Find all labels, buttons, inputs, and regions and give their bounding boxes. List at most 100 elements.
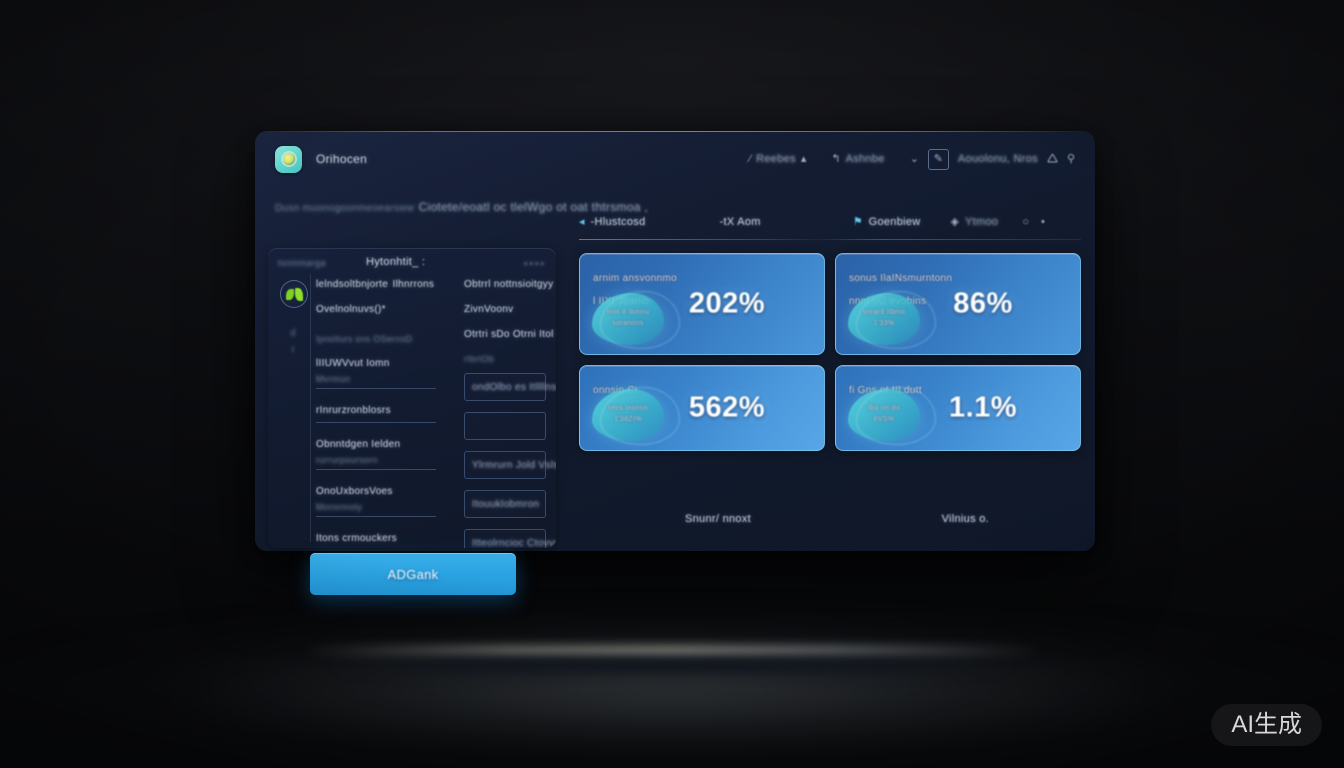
field-label: rIbrtOb	[464, 354, 495, 364]
input-field[interactable]	[464, 412, 546, 440]
tab-tx-aom[interactable]: -tX Aom	[720, 216, 761, 228]
tab-goenbiew[interactable]: ⚑ Goenbiew	[853, 216, 921, 228]
dashboard-panel: ◂ -Hlustcosd -tX Aom ⚑ Goenbiew ◈ Ytmoo …	[573, 187, 1095, 551]
field-row[interactable]: Itons crmouckers	[316, 528, 436, 548]
app-logo-icon	[275, 145, 302, 173]
panel-rail: ıl ı	[274, 274, 311, 542]
dot-icon: ◂	[579, 215, 585, 228]
bell-icon[interactable]: 🛆	[1046, 152, 1058, 165]
tab-label: Goenbiew	[868, 216, 921, 228]
field-row[interactable]: Obnntdgen Ielden rurrurpoursorn	[316, 434, 436, 470]
card-title-line1: arnim ansvonnmo	[593, 273, 677, 284]
field-label: ZivnVoonv	[464, 304, 514, 315]
diamond-icon: ◈	[950, 215, 960, 228]
tab-label: -Hlustcosd	[590, 216, 646, 228]
titlebar-nav-ashnbe[interactable]: ↰ Ashnbe	[831, 153, 884, 165]
field-label: Ilhnrrons	[392, 279, 435, 290]
tab-hlustcosd[interactable]: ◂ -Hlustcosd	[579, 216, 646, 228]
account-label[interactable]: Aouolonu, Nros	[957, 153, 1038, 165]
chevron-down-icon[interactable]: ⌄	[909, 152, 919, 165]
field-label: rInrurzronblosrs	[316, 405, 391, 416]
field-value: Mvrmun	[316, 374, 351, 384]
ai-watermark: AI生成	[1211, 704, 1322, 746]
metric-card-2[interactable]: sonus IlaINsmurntonn nnnt uG evobins snr…	[835, 253, 1081, 355]
metric-card-3[interactable]: onnsin Ci Imrs Insnsn 1'38ZI% 562%	[579, 365, 825, 451]
input-value: ondOlbo es Itllllns	[472, 381, 556, 393]
field-label: lIIUWVvut Iomn	[316, 358, 390, 369]
panel-columns: lelndsoltbnjorte Ilhnrrons Ovelnolnuvs()…	[316, 274, 556, 548]
app-title: Orihocen	[316, 152, 368, 166]
tab-ytmoo[interactable]: ◈ Ytmoo	[951, 216, 999, 228]
badge-line2: 1'33%	[873, 320, 895, 327]
field-label: Itons crmouckers	[316, 533, 397, 544]
metric-card-grid: arnim ansvonnmo l IIXt Jbanib Inot It Ik…	[579, 253, 1081, 451]
field-label: Obtrrl nottnsioitgyy	[464, 279, 554, 290]
titlebar-nav-label: Reebes	[756, 153, 796, 165]
tab-label: -tX Aom	[719, 216, 761, 228]
footer-labels: Snunr/ nnoxt Vilnius o.	[573, 513, 1081, 531]
field-value: Monsnnoly	[316, 502, 363, 512]
panel-left-label: tsnmmarga	[278, 258, 326, 268]
slash-icon: ⁄	[749, 152, 752, 165]
user-avatar-icon[interactable]	[280, 280, 308, 308]
input-field[interactable]: Itteolrncioc Ctovvon	[464, 529, 556, 548]
footer-label-right: Vilnius o.	[941, 513, 989, 525]
pin-icon[interactable]: ⚲	[1066, 152, 1075, 165]
panel-overflow-menu[interactable]: ••••	[523, 259, 546, 270]
field-row[interactable]: lIIUWVvut Iomn Mvrmun	[316, 353, 436, 389]
titlebar: Orihocen ⁄ Reebes ▴ ↰ Ashnbe ⌄ ✎ Aouolon…	[255, 131, 1095, 187]
dot-small-icon[interactable]: •	[1040, 215, 1045, 228]
footer-text-block: tZMbrIrU ] vlsllIA ltrsU rdm1OAls 11oono…	[685, 545, 900, 551]
input-value: Itouuklobmron	[472, 498, 540, 510]
card-value: 202%	[688, 287, 766, 320]
field-label: Otrtri sDo Otrni Itol Idnoow	[464, 329, 556, 340]
input-value: Itteolrncioc Ctovvon	[472, 537, 556, 549]
field-label: Ipnollurs sns OSernsD	[316, 334, 413, 344]
input-field[interactable]: Ylrmrurn Jold Vslsuni	[464, 451, 556, 479]
details-panel: tsnmmarga Hytonhtit_ : •••• ıl ı lelndso…	[268, 248, 556, 548]
rail-glyph-2[interactable]: ı	[291, 344, 295, 355]
metric-card-4[interactable]: fi Gns nt tILdutt Ibo nn do 6VS% 1.1%	[835, 365, 1081, 451]
input-field[interactable]: ondOlbo es Itllllns	[464, 373, 556, 401]
header-subtitle: Dusn muonogoonmeoearsww	[275, 203, 415, 214]
card-value: 1.1%	[948, 391, 1018, 424]
metric-card-1[interactable]: arnim ansvonnmo l IIXt Jbanib Inot It Ik…	[579, 253, 825, 355]
titlebar-right-group: ⁄ Reebes ▴ ↰ Ashnbe ⌄ ✎ Aouolonu, Nros 🛆…	[749, 148, 1095, 170]
backdrop-glow-line	[300, 646, 1044, 656]
field-label: OnoUxborsVoes	[316, 486, 393, 497]
input-field[interactable]: Itouuklobmron	[464, 490, 546, 518]
backdrop-shadow-line	[330, 658, 1014, 672]
input-value: Ylrmrurn Jold Vslsuni	[472, 459, 556, 471]
field-row[interactable]: OnoUxborsVoes Monsnnoly	[316, 481, 436, 517]
field-label: Obnntdgen Ielden	[316, 439, 401, 450]
footer-label-left: Snunr/ nnoxt	[685, 513, 751, 525]
subnav: ◂ -Hlustcosd -tX Aom ⚑ Goenbiew ◈ Ytmoo …	[579, 205, 1081, 239]
card-title-line1: sonus IlaINsmurntonn	[849, 273, 953, 284]
field-row[interactable]: rInrurzronblosrs	[316, 400, 436, 423]
card-value: 86%	[953, 287, 1013, 320]
panel-left-column: lelndsoltbnjorte Ilhnrrons Ovelnolnuvs()…	[316, 274, 436, 548]
titlebar-nav-reebes[interactable]: ⁄ Reebes ▴	[749, 153, 806, 165]
field-label: lelndsoltbnjorte	[316, 279, 389, 290]
caret-up-icon[interactable]: ▴	[800, 152, 807, 165]
tab-label: Ytmoo	[965, 216, 999, 228]
details-panel-header: tsnmmarga Hytonhtit_ : ••••	[268, 254, 556, 274]
field-value: rurrurpoursorn	[316, 455, 378, 465]
circle-icon[interactable]: ○	[1022, 215, 1029, 228]
panel-title: Hytonhtit_ :	[366, 256, 426, 268]
panel-right-column: Obtrrl nottnsioitgyy ZivnVoonv Otrtri sD…	[464, 274, 556, 548]
field-label: Ovelnolnuvs()*	[316, 304, 386, 315]
badge-line2: soranons	[612, 320, 644, 327]
app-window: Orihocen ⁄ Reebes ▴ ↰ Ashnbe ⌄ ✎ Aouolon…	[255, 131, 1095, 551]
rail-glyph-1[interactable]: ıl	[290, 328, 296, 339]
edit-icon-button[interactable]: ✎	[927, 148, 949, 170]
flag-icon: ⚑	[852, 215, 863, 228]
titlebar-nav-label: Ashnbe	[845, 153, 885, 165]
subnav-divider	[579, 239, 1081, 240]
back-arrow-icon: ↰	[831, 152, 841, 165]
card-value: 562%	[688, 391, 766, 424]
edit-icon: ✎	[933, 152, 944, 165]
primary-action-button[interactable]: ADGank	[310, 553, 516, 595]
backdrop-glow	[0, 612, 1344, 762]
primary-action-label: ADGank	[387, 566, 439, 582]
